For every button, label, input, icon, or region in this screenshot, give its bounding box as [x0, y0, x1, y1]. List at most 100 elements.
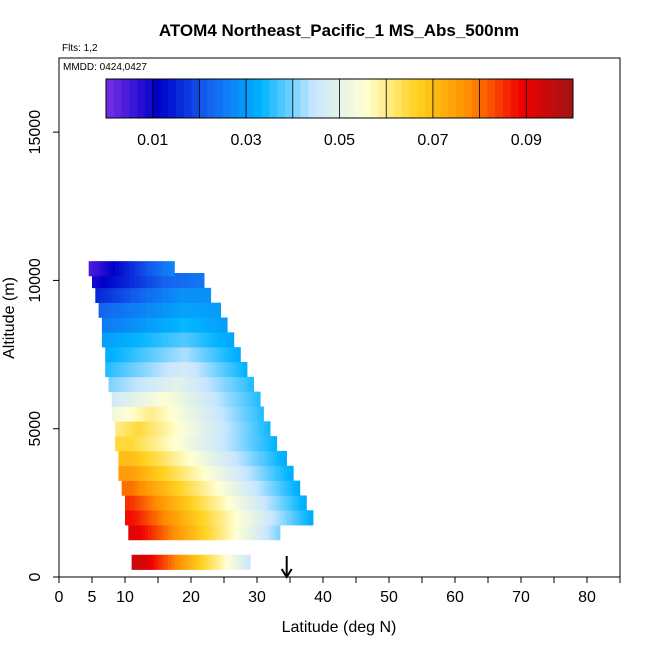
colorbar-swatch	[277, 79, 286, 118]
heatmap-cell	[276, 495, 281, 511]
heatmap-cell	[161, 465, 165, 481]
heatmap-cell	[177, 421, 182, 437]
heatmap-cell	[250, 436, 254, 452]
heatmap-cell	[161, 406, 165, 422]
colorbar-swatch	[339, 79, 348, 118]
heatmap-cell	[92, 261, 96, 277]
heatmap-cell	[194, 554, 198, 570]
heatmap-cell	[161, 495, 165, 511]
heatmap-cell	[184, 317, 188, 333]
colorbar-swatch	[370, 79, 379, 118]
heatmap-cell	[151, 317, 155, 333]
heatmap-cell	[210, 347, 215, 363]
heatmap-cell	[131, 273, 136, 289]
heatmap-cell	[161, 287, 165, 303]
heatmap-cell	[266, 525, 271, 541]
heatmap-cell	[105, 273, 109, 289]
heatmap-cell	[243, 406, 248, 422]
heatmap-cell	[257, 525, 261, 541]
heatmap-cell	[250, 510, 254, 526]
heatmap-cell	[164, 510, 169, 526]
heatmap-cell	[141, 554, 146, 570]
heatmap-cell	[237, 510, 241, 526]
heatmap-cell	[151, 406, 155, 422]
heatmap-cell	[227, 406, 231, 422]
heatmap-cell	[154, 391, 159, 407]
heatmap-cell	[98, 287, 103, 303]
heatmap-cell	[299, 510, 304, 526]
heatmap-cell	[164, 480, 169, 496]
heatmap-cell	[247, 554, 251, 570]
heatmap-cell	[174, 332, 179, 348]
heatmap-cell	[224, 465, 228, 481]
heatmap-cell	[194, 510, 198, 526]
heatmap-cell	[224, 510, 228, 526]
heatmap-cell	[204, 510, 208, 526]
heatmap-cell	[98, 261, 103, 277]
heatmap-cell	[280, 480, 284, 496]
heatmap-cell	[144, 495, 149, 511]
heatmap-cell	[233, 361, 238, 378]
heatmap-cell	[111, 391, 116, 407]
heatmap-cell	[181, 525, 185, 541]
heatmap-cell	[174, 406, 179, 422]
heatmap-cell	[210, 450, 215, 467]
heatmap-cell	[105, 287, 109, 303]
dates-label: MMDD: 0424,0427	[63, 62, 147, 73]
heatmap-cell	[240, 406, 245, 422]
heatmap-cell	[115, 317, 119, 333]
heatmap-cell	[293, 480, 297, 496]
heatmap-cell	[125, 436, 129, 452]
heatmap-cell	[200, 287, 205, 303]
heatmap-cell	[204, 421, 208, 437]
heatmap-cell	[184, 406, 188, 422]
heatmap-cell	[151, 273, 155, 289]
heatmap-cell	[303, 510, 307, 526]
plot-area: MMDD: 0424,0427 0.01 0.03 0.05 0.07 0.09	[58, 57, 621, 579]
heatmap-cell	[148, 465, 152, 481]
heatmap-cell	[214, 525, 218, 541]
heatmap-cell	[224, 406, 228, 422]
heatmap-cell	[158, 317, 162, 333]
heatmap-cell	[171, 436, 175, 452]
heatmap-cell	[154, 317, 159, 333]
heatmap-cell	[220, 465, 225, 481]
heatmap-cell	[207, 302, 212, 318]
heatmap-cell	[253, 495, 258, 511]
heatmap-cell	[247, 510, 251, 526]
heatmap-cell	[125, 273, 129, 289]
heatmap-cell	[214, 450, 218, 467]
heatmap-cell	[115, 421, 119, 437]
heatmap-cell	[187, 302, 192, 318]
heatmap-cell	[197, 376, 202, 392]
heatmap-cell	[187, 361, 192, 378]
heatmap-cell	[286, 510, 291, 526]
heatmap-cell	[141, 332, 146, 348]
heatmap-cell	[118, 421, 122, 437]
heatmap-cell	[144, 391, 149, 407]
y-tick-label: 0	[27, 572, 44, 581]
heatmap-cell	[121, 261, 126, 277]
heatmap-cell	[207, 347, 212, 363]
heatmap-cell	[184, 347, 188, 363]
heatmap-cell	[138, 465, 142, 481]
heatmap-cell	[177, 332, 182, 348]
heatmap-cell	[151, 347, 155, 363]
heatmap-cell	[237, 465, 241, 481]
heatmap-cell	[204, 525, 208, 541]
colorbar-swatch	[199, 79, 208, 118]
heatmap-cell	[217, 436, 221, 452]
heatmap-cell	[204, 436, 208, 452]
heatmap-cell	[141, 391, 146, 407]
heatmap-cell	[220, 317, 225, 333]
heatmap-cell	[128, 391, 132, 407]
heatmap-cell	[243, 465, 248, 481]
heatmap-cell	[164, 376, 169, 392]
heatmap-cell	[200, 406, 205, 422]
heatmap-cell	[121, 347, 126, 363]
heatmap-cell	[115, 332, 119, 348]
heatmap-cell	[177, 273, 182, 289]
heatmap-cell	[161, 302, 165, 318]
colorbar-swatch	[323, 79, 333, 118]
heatmap-cell	[134, 391, 139, 407]
